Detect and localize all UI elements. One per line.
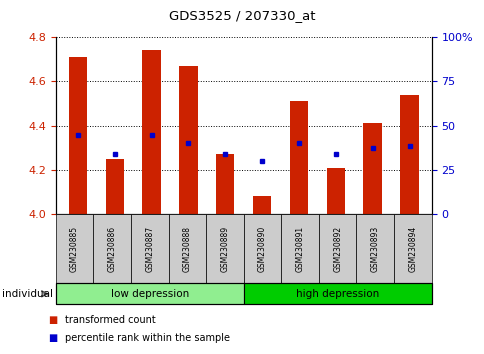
Text: GSM230891: GSM230891 [295, 225, 304, 272]
Bar [363, 124, 381, 214]
Text: low depression: low depression [110, 289, 188, 299]
Text: GSM230892: GSM230892 [333, 225, 342, 272]
Text: individual: individual [2, 289, 53, 299]
Bar [326, 168, 344, 214]
Bar [289, 101, 307, 214]
Text: ■: ■ [48, 315, 58, 325]
Bar [252, 196, 271, 214]
Text: GSM230886: GSM230886 [107, 225, 117, 272]
Text: GSM230885: GSM230885 [70, 225, 79, 272]
Text: ■: ■ [48, 333, 58, 343]
Text: GSM230893: GSM230893 [370, 225, 379, 272]
Bar [216, 154, 234, 214]
Bar [142, 50, 161, 214]
Bar [399, 95, 418, 214]
Text: GSM230888: GSM230888 [182, 226, 192, 272]
Text: transformed count: transformed count [65, 315, 156, 325]
Text: GSM230894: GSM230894 [408, 225, 417, 272]
Text: GSM230889: GSM230889 [220, 225, 229, 272]
Text: GSM230890: GSM230890 [257, 225, 267, 272]
Bar [179, 66, 197, 214]
Bar [69, 57, 87, 214]
Text: percentile rank within the sample: percentile rank within the sample [65, 333, 230, 343]
Text: GDS3525 / 207330_at: GDS3525 / 207330_at [169, 9, 315, 22]
Text: high depression: high depression [295, 289, 378, 299]
Text: GSM230887: GSM230887 [145, 225, 154, 272]
Bar [106, 159, 124, 214]
